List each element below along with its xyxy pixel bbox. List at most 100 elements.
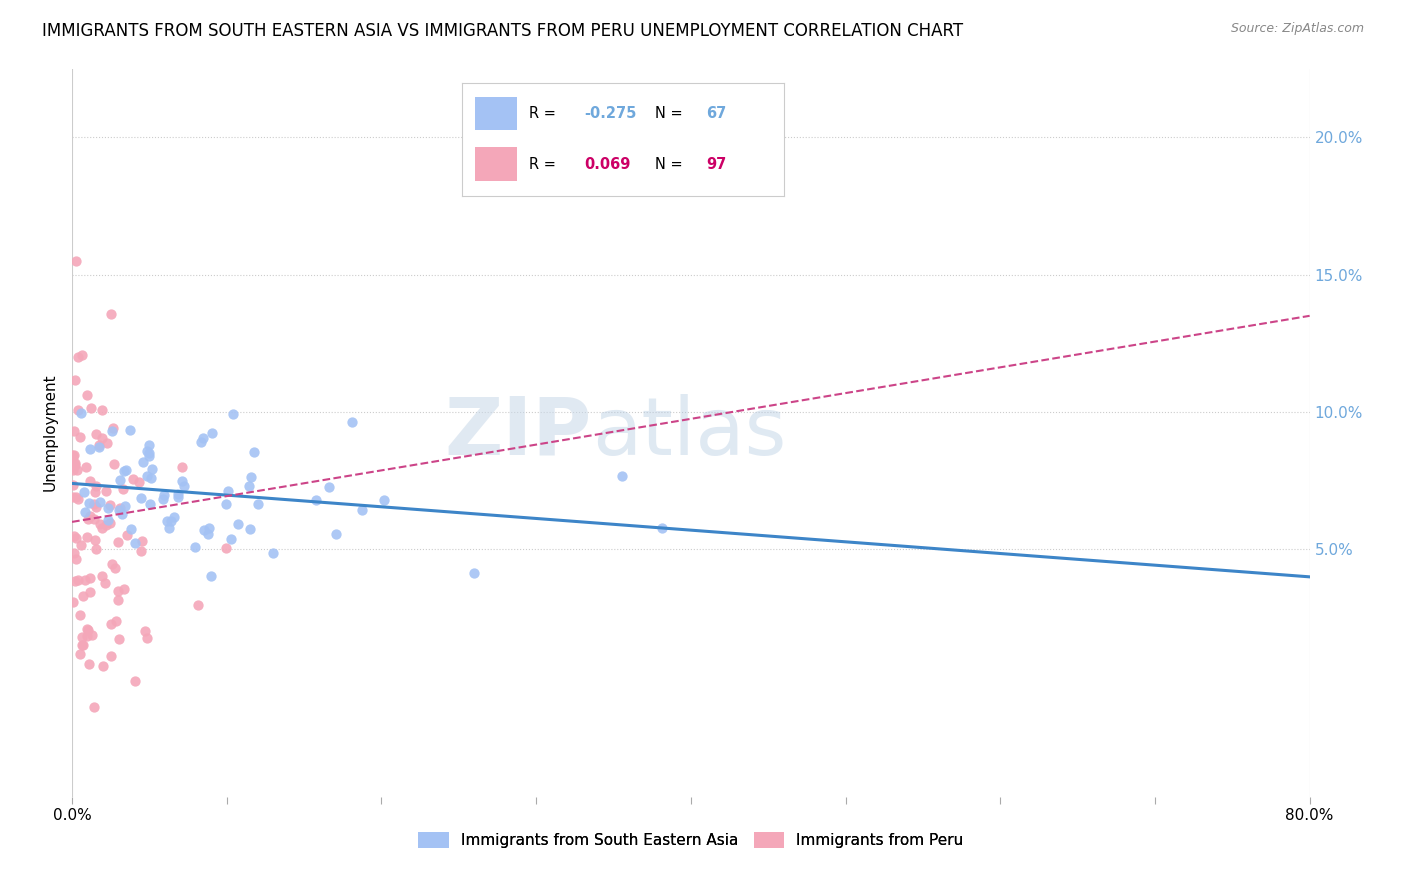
Point bbox=[91, 658, 114, 673]
Point bbox=[166, 491, 188, 505]
Point bbox=[98, 516, 121, 531]
Point bbox=[131, 455, 153, 469]
Point bbox=[77, 623, 100, 637]
Point bbox=[69, 647, 91, 661]
Text: Source: ZipAtlas.com: Source: ZipAtlas.com bbox=[1230, 22, 1364, 36]
Point bbox=[120, 423, 142, 437]
Point bbox=[305, 493, 328, 508]
Point bbox=[201, 426, 224, 441]
Point bbox=[222, 408, 245, 422]
Point bbox=[72, 638, 94, 652]
Point bbox=[97, 513, 120, 527]
Point bbox=[115, 527, 138, 541]
Point bbox=[91, 568, 114, 582]
Point bbox=[101, 425, 124, 439]
Point bbox=[76, 530, 98, 544]
Point bbox=[187, 598, 209, 612]
Point bbox=[79, 442, 101, 456]
Point bbox=[104, 615, 127, 629]
Point bbox=[63, 448, 86, 462]
Point bbox=[83, 700, 105, 714]
Point bbox=[200, 569, 222, 583]
Point bbox=[136, 469, 159, 483]
Point bbox=[84, 542, 107, 557]
Point bbox=[141, 470, 163, 484]
Point bbox=[101, 557, 124, 571]
Point bbox=[129, 544, 152, 558]
Point bbox=[247, 498, 270, 512]
Point bbox=[215, 541, 238, 555]
Point bbox=[63, 528, 86, 542]
Point bbox=[226, 516, 249, 531]
Point bbox=[73, 485, 96, 500]
Point bbox=[62, 477, 84, 491]
Point bbox=[124, 536, 146, 550]
Point bbox=[219, 532, 242, 546]
Point bbox=[131, 491, 153, 505]
Point bbox=[62, 453, 84, 467]
Point bbox=[70, 537, 93, 551]
Point bbox=[107, 584, 129, 599]
Point bbox=[83, 512, 105, 526]
Point bbox=[76, 388, 98, 402]
Point bbox=[135, 443, 157, 458]
Point bbox=[114, 500, 136, 514]
Point bbox=[108, 632, 131, 646]
Point bbox=[238, 479, 260, 493]
Point bbox=[84, 500, 107, 514]
Point bbox=[89, 495, 111, 509]
Point bbox=[153, 488, 176, 502]
Point bbox=[69, 608, 91, 623]
Point bbox=[62, 463, 84, 477]
Point bbox=[65, 373, 87, 387]
Point bbox=[86, 426, 108, 441]
Point bbox=[193, 523, 215, 537]
Point bbox=[69, 429, 91, 443]
Point bbox=[160, 514, 183, 528]
Point bbox=[152, 492, 174, 507]
Point bbox=[84, 485, 107, 500]
Point bbox=[76, 629, 98, 643]
Point bbox=[75, 573, 97, 587]
Point bbox=[60, 448, 83, 462]
Point bbox=[65, 254, 87, 268]
Point bbox=[193, 431, 215, 445]
Point bbox=[100, 649, 122, 664]
Point bbox=[163, 509, 186, 524]
Point bbox=[63, 574, 86, 589]
Point bbox=[62, 595, 84, 609]
Point bbox=[318, 480, 340, 494]
Point bbox=[115, 463, 138, 477]
Point bbox=[89, 438, 111, 452]
Point bbox=[610, 469, 633, 483]
Point bbox=[157, 521, 180, 535]
Point bbox=[340, 415, 363, 429]
Point bbox=[80, 401, 103, 416]
Point bbox=[98, 499, 121, 513]
Point bbox=[170, 474, 193, 488]
Point bbox=[243, 445, 266, 459]
Point bbox=[72, 589, 94, 603]
Point bbox=[66, 402, 89, 417]
Point bbox=[79, 509, 101, 524]
Point bbox=[79, 474, 101, 488]
Point bbox=[463, 566, 485, 581]
Point bbox=[89, 517, 111, 532]
Point bbox=[87, 440, 110, 454]
Point bbox=[66, 463, 89, 477]
Point bbox=[65, 552, 87, 566]
Point bbox=[77, 495, 100, 509]
Point bbox=[83, 497, 105, 511]
Point bbox=[108, 503, 131, 517]
Point bbox=[79, 657, 101, 672]
Point bbox=[60, 459, 83, 474]
Point bbox=[141, 462, 163, 476]
Point bbox=[66, 573, 89, 587]
Point bbox=[65, 490, 87, 504]
Point bbox=[67, 350, 90, 364]
Point bbox=[62, 450, 84, 464]
Point bbox=[217, 484, 239, 499]
Point bbox=[84, 533, 107, 547]
Point bbox=[65, 531, 87, 545]
Point bbox=[239, 522, 262, 536]
